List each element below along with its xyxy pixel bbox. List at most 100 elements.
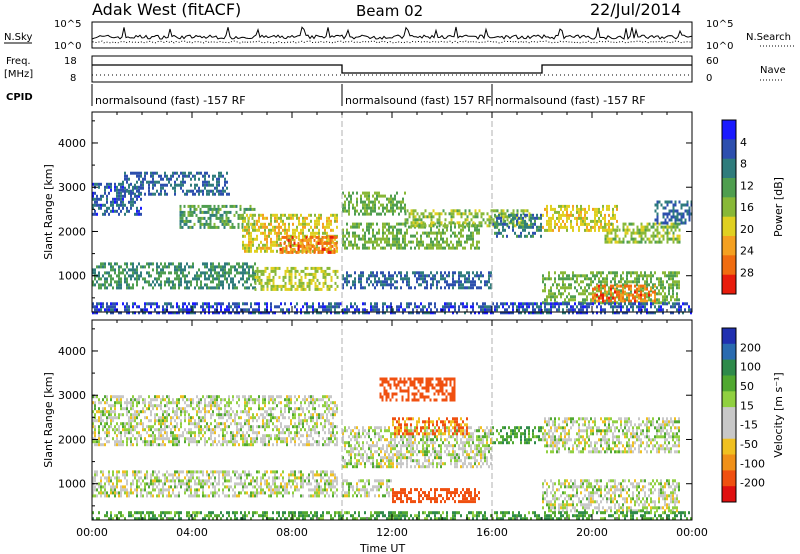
power-echo-region [122, 171, 230, 196]
velocity-echo-region [342, 479, 392, 498]
x-tick-label: 12:00 [376, 526, 408, 539]
colorbar-label: Velocity [m s⁻¹] [772, 372, 785, 457]
colorbar-swatch [722, 422, 736, 440]
colorbar-swatch [722, 274, 736, 295]
beam-label: Beam 02 [356, 2, 423, 20]
colorbar-tick-label: 8 [740, 158, 747, 171]
colorbar-swatch [722, 470, 736, 487]
colorbar-tick-label: 12 [740, 179, 754, 192]
x-axis-label: Time UT [359, 542, 405, 554]
power-echo-region [254, 266, 339, 291]
velocity-echo-region [379, 377, 456, 402]
velocity-echo-region [392, 417, 468, 436]
cpid-label: CPID [6, 92, 33, 103]
colorbar-tick-label: 24 [740, 245, 754, 258]
colorbar-tick-label: -100 [740, 457, 765, 470]
nsearch-tick-top: 10^5 [706, 19, 733, 30]
colorbar-tick-label: 20 [740, 223, 754, 236]
colorbar-swatch [722, 178, 736, 198]
freq-label: Freq. [6, 56, 31, 67]
y-tick-label: 3000 [58, 181, 86, 194]
velocity-echo-region [92, 395, 338, 447]
velocity-echo-region [392, 488, 480, 504]
power-echo-region [92, 262, 256, 290]
colorbar-swatch [722, 454, 736, 471]
power-echo-region [279, 235, 338, 254]
colorbar-swatch [722, 255, 736, 276]
colorbar-tick-label: 28 [740, 266, 754, 279]
velocity-echo-region [342, 426, 492, 469]
power-echo-region [92, 302, 692, 315]
date-label: 22/Jul/2014 [590, 0, 681, 19]
nsky-strip-frame [91, 21, 693, 49]
colorbar-label: Power [dB] [772, 177, 785, 237]
colorbar-tick-label: 100 [740, 361, 761, 374]
x-tick-label: 00:00 [676, 526, 708, 539]
colorbar-swatch [722, 216, 736, 237]
colorbar-tick-label: 50 [740, 380, 754, 393]
nsky-tick-bottom: 10^0 [54, 41, 81, 52]
power-echo-region [592, 284, 656, 303]
freq-tick-bottom: 8 [70, 73, 76, 84]
colorbar-swatch [722, 391, 736, 408]
colorbar-tick-label: 200 [740, 341, 761, 354]
nsky-label: N.Sky [4, 32, 32, 43]
nave-label: Nave [760, 65, 786, 76]
colorbar-swatch [722, 438, 736, 455]
power-echo-region [604, 222, 681, 244]
colorbar-frame [721, 327, 737, 503]
x-tick-label: 00:00 [76, 526, 108, 539]
colorbar-tick-label: 16 [740, 201, 754, 214]
y-tick-label: 3000 [58, 389, 86, 402]
nsearch-trace [91, 40, 693, 44]
y-tick-label: 1000 [58, 270, 86, 283]
colorbar-swatch [722, 407, 736, 424]
colorbar-tick-label: -15 [740, 419, 758, 432]
colorbar-tick-label: -50 [740, 438, 758, 451]
colorbar-swatch [722, 139, 736, 160]
x-tick-label: 04:00 [176, 526, 208, 539]
y-axis-label: Slant Range [km] [42, 372, 55, 468]
velocity-echo-region [542, 479, 680, 513]
colorbar-tick-label: 15 [740, 399, 754, 412]
velocity-echo-region [92, 511, 692, 521]
power-echo-region [492, 213, 542, 238]
y-tick-label: 4000 [58, 345, 86, 358]
y-tick-label: 1000 [58, 478, 86, 491]
nave-tick-bottom: 0 [706, 73, 712, 84]
power-echo-region [342, 222, 480, 250]
freq-trace [92, 64, 692, 74]
freq-tick-top: 18 [64, 56, 77, 67]
velocity-panel: 1000 2000 3000 4000 Slant Range [km] 200 100 50… [42, 319, 785, 521]
cpid-segment-label: normalsound (fast) -157 RF [495, 94, 646, 107]
power-echo-region [654, 200, 693, 225]
velocity-echo-region [542, 417, 680, 454]
power-panel: 1000 2000 3000 4000 Slant Range [km] 4 8 12 16 20… [42, 111, 785, 315]
nsky-tick-top: 10^5 [54, 19, 81, 30]
colorbar-swatch [722, 375, 736, 392]
colorbar-swatch [722, 328, 736, 345]
colorbar-swatch [722, 158, 736, 179]
velocity-echo-region [92, 470, 338, 498]
colorbar-swatch [722, 197, 736, 218]
y-tick-label: 2000 [58, 433, 86, 446]
nsky-trace [91, 26, 693, 42]
nsearch-tick-bottom: 10^0 [706, 41, 733, 52]
nave-tick-top: 60 [706, 56, 719, 67]
cpid-segment-label: normalsound (fast) 157 RF [345, 94, 492, 107]
freq-strip-frame [91, 55, 693, 83]
colorbar-tick-label: -200 [740, 477, 765, 490]
x-tick-label: 08:00 [276, 526, 308, 539]
velocity-echo-region [492, 426, 542, 445]
y-axis-label: Slant Range [km] [42, 164, 55, 260]
colorbar-swatch [722, 486, 736, 503]
cpid-segment-label: normalsound (fast) -157 RF [95, 94, 246, 107]
x-tick-label: 16:00 [476, 526, 508, 539]
colorbar-swatch [722, 359, 736, 376]
y-tick-label: 4000 [58, 137, 86, 150]
colorbar-swatch [722, 120, 736, 140]
power-echo-region [342, 271, 492, 290]
y-tick-label: 2000 [58, 225, 86, 238]
nsearch-label: N.Search [746, 32, 791, 43]
